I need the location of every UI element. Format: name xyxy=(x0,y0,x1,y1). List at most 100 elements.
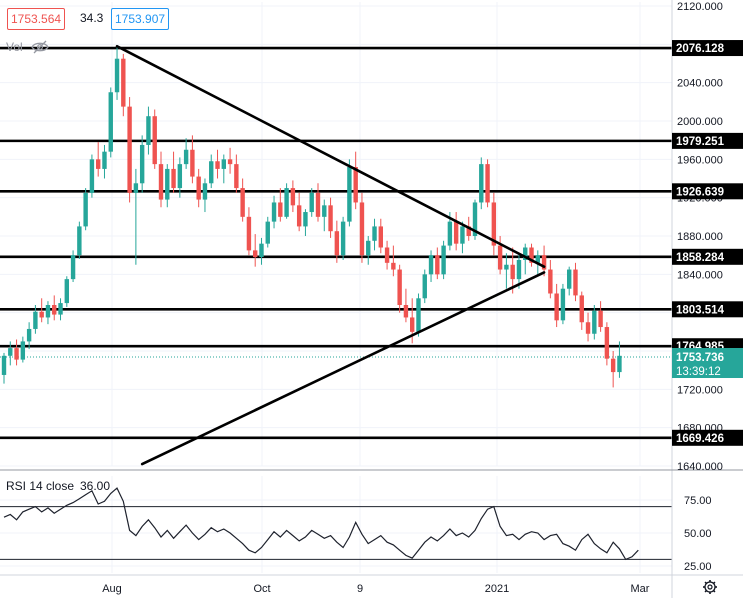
level-label-box xyxy=(672,429,743,446)
level-label-box xyxy=(672,248,743,265)
volume-label: Vol xyxy=(6,40,23,54)
candle-body xyxy=(139,144,145,184)
candle-body xyxy=(152,116,157,165)
candle-body xyxy=(604,327,610,359)
candle-body xyxy=(560,288,566,321)
candle-body xyxy=(598,310,603,328)
candle-body xyxy=(8,348,13,356)
candle-body xyxy=(271,202,277,222)
candle-body xyxy=(334,231,340,256)
candle-body xyxy=(26,328,32,342)
price-tick-label: 1720.000 xyxy=(677,384,723,396)
candle-body xyxy=(278,202,283,217)
time-tick-label: 9 xyxy=(357,583,363,595)
gear-icon-tooth xyxy=(712,589,716,593)
candle-body xyxy=(70,255,76,280)
candle-body xyxy=(359,202,365,256)
candle-body xyxy=(491,202,497,246)
price-grid xyxy=(0,2,672,467)
horizontal-levels xyxy=(0,46,672,440)
candle-body xyxy=(45,305,51,318)
candle-body xyxy=(146,116,151,145)
trendlines xyxy=(115,44,546,466)
candle-body xyxy=(610,358,616,373)
candle-body xyxy=(322,205,327,217)
candle-body xyxy=(290,188,296,206)
current-price-box xyxy=(672,348,743,379)
candle-body xyxy=(378,226,383,248)
candle-body xyxy=(108,92,113,152)
price-value-box-blue: 1753.907 xyxy=(111,8,170,30)
candle-body xyxy=(504,264,509,270)
candle-body xyxy=(347,167,352,222)
candle-body xyxy=(284,188,289,217)
candle-body xyxy=(33,311,38,329)
candle-body xyxy=(1,355,7,375)
price-tick-label: 2120.000 xyxy=(677,1,723,13)
candle-body xyxy=(397,269,402,305)
candle-body xyxy=(196,176,201,200)
candle-body xyxy=(96,159,101,169)
candle-body xyxy=(579,295,584,323)
rsi-tick-label: 25.00 xyxy=(684,561,712,573)
rsi-tick-label: 50.00 xyxy=(684,528,712,540)
candle-body xyxy=(435,255,440,275)
candle-body xyxy=(573,269,578,296)
candle-body xyxy=(114,58,120,93)
candle-body xyxy=(585,322,591,334)
candle-body xyxy=(102,151,107,169)
candle-body xyxy=(202,183,208,200)
candle-body xyxy=(353,167,358,203)
price-value-box: 1753.564 xyxy=(7,8,66,30)
candle-body xyxy=(171,168,176,189)
candle-body xyxy=(441,245,446,275)
level-label-box xyxy=(672,301,743,318)
eye-slash-icon[interactable] xyxy=(31,39,49,55)
level-label: 1803.514 xyxy=(676,304,725,316)
rsi-value: 36.00 xyxy=(80,479,111,493)
candle-body xyxy=(366,240,371,256)
candle-body xyxy=(529,247,534,263)
candle-body xyxy=(447,221,453,246)
candle-body xyxy=(253,250,258,258)
level-label-box xyxy=(672,132,743,149)
candle-body xyxy=(472,202,478,236)
candle-body xyxy=(497,245,503,270)
candle-body xyxy=(422,274,427,299)
rsi-grid xyxy=(0,476,672,573)
level-label: 1979.251 xyxy=(676,136,725,148)
candle-body xyxy=(384,247,390,263)
candle-body xyxy=(296,205,302,227)
candle-body xyxy=(177,164,183,189)
time-tick-label: Mar xyxy=(631,583,650,595)
price-tick-label: 1840.000 xyxy=(677,269,723,281)
level-label-box xyxy=(672,183,743,200)
candle-body xyxy=(466,226,471,236)
trendline xyxy=(140,271,546,466)
candle-body xyxy=(209,161,214,184)
rsi-line xyxy=(3,487,639,561)
countdown-label: 13:39:12 xyxy=(676,366,721,378)
candle-body xyxy=(52,305,57,315)
price-tick-label: 1640.000 xyxy=(677,461,723,473)
candle-body xyxy=(328,205,333,232)
candle-body xyxy=(315,192,321,217)
candle-body xyxy=(133,183,139,193)
candle-body xyxy=(246,216,252,251)
price-tick-label: 1880.000 xyxy=(677,231,723,243)
gear-icon-tooth xyxy=(704,581,708,585)
candle-body xyxy=(548,269,553,294)
gear-icon[interactable] xyxy=(703,580,717,594)
candle-body xyxy=(240,188,245,217)
candle-body xyxy=(303,212,308,227)
candle-body xyxy=(89,159,95,193)
rsi-series xyxy=(0,487,672,561)
candle-body xyxy=(592,310,597,334)
candle-body xyxy=(190,149,195,177)
rsi-label: RSI 14 close xyxy=(6,479,75,493)
level-label-box xyxy=(672,40,743,57)
price-tick-label: 2040.000 xyxy=(677,78,723,90)
